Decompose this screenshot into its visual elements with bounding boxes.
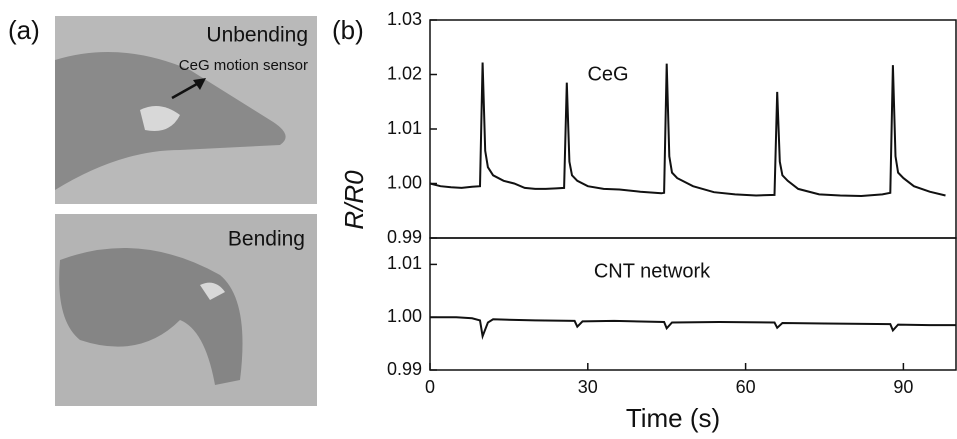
- y-tick-label: 1.01: [387, 253, 422, 273]
- plot-frame: [429, 237, 957, 371]
- photo-label: Bending: [228, 228, 305, 251]
- arrow-head: [193, 78, 206, 90]
- annotation: CeG motion sensor: [179, 57, 308, 74]
- series-label: CeG: [587, 63, 628, 85]
- panel-label: (a): [8, 15, 40, 45]
- x-axis-label: Time (s): [626, 403, 720, 433]
- y-axis-label: R/R0: [339, 170, 369, 230]
- x-tick-label: 60: [736, 377, 756, 397]
- y-tick-label: 1.02: [387, 63, 422, 83]
- finger: [59, 248, 243, 385]
- plot-frame: [429, 19, 957, 239]
- panel-b: 0.99 1.00 1.01 1.02 1.03 CeG (b) R/R0 0.99 1.00 1.…: [332, 9, 957, 433]
- x-tick-label: 90: [893, 377, 913, 397]
- data-line: [430, 316, 956, 340]
- y-tick-label: 0.99: [387, 359, 422, 379]
- photo-label: Unbending: [206, 24, 308, 47]
- y-tick-label: 1.00: [387, 306, 422, 326]
- series-label: CNT network: [594, 260, 711, 282]
- y-tick-label: 1.03: [387, 9, 422, 29]
- panel-label: (b): [332, 15, 364, 45]
- y-tick-label: 1.00: [387, 172, 422, 192]
- x-tick-label: 0: [425, 377, 435, 397]
- x-tick-label: 30: [578, 377, 598, 397]
- y-tick-label: 0.99: [387, 227, 422, 247]
- sensor: [200, 282, 225, 300]
- panel-a: (a) Unbending CeG motion sensor Bending: [8, 15, 317, 406]
- data-line: [429, 62, 946, 198]
- sensor: [140, 106, 180, 131]
- y-tick-label: 1.01: [387, 118, 422, 138]
